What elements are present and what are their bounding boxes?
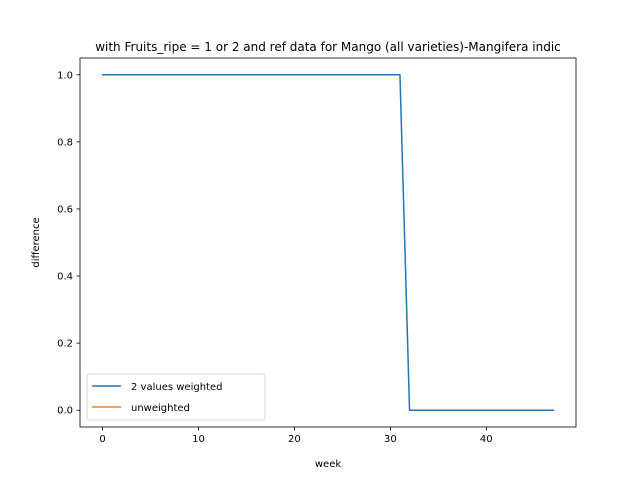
y-tick-label: 0.6 <box>57 204 73 215</box>
legend-label-2: unweighted <box>131 403 190 414</box>
legend-box <box>86 373 266 421</box>
y-tick-label: 0.8 <box>57 137 73 148</box>
plot-frame <box>79 57 577 428</box>
y-axis-ticks: 0.0 0.2 0.4 0.6 0.8 1.0 <box>57 70 80 417</box>
plot-lines <box>101 74 555 411</box>
x-tick-label: 0 <box>99 434 105 445</box>
legend: 2 values weighted unweighted <box>86 373 266 421</box>
x-axis-label: week <box>315 459 341 470</box>
x-tick-label: 20 <box>288 434 301 445</box>
x-tick-label: 40 <box>480 434 493 445</box>
chart-title: with Fruits_ripe = 1 or 2 and ref data f… <box>95 40 561 54</box>
x-tick-label: 30 <box>384 434 397 445</box>
y-tick-label: 0.2 <box>57 339 73 350</box>
y-tick-label: 0.4 <box>57 272 73 283</box>
legend-label-1: 2 values weighted <box>131 382 222 393</box>
series-line-1 <box>101 74 555 411</box>
x-tick-label: 10 <box>192 434 205 445</box>
y-axis-label: difference <box>31 217 42 267</box>
y-tick-label: 1.0 <box>57 70 73 81</box>
x-axis-ticks: 0 10 20 30 40 <box>99 427 493 445</box>
y-tick-label: 0.0 <box>57 406 73 417</box>
